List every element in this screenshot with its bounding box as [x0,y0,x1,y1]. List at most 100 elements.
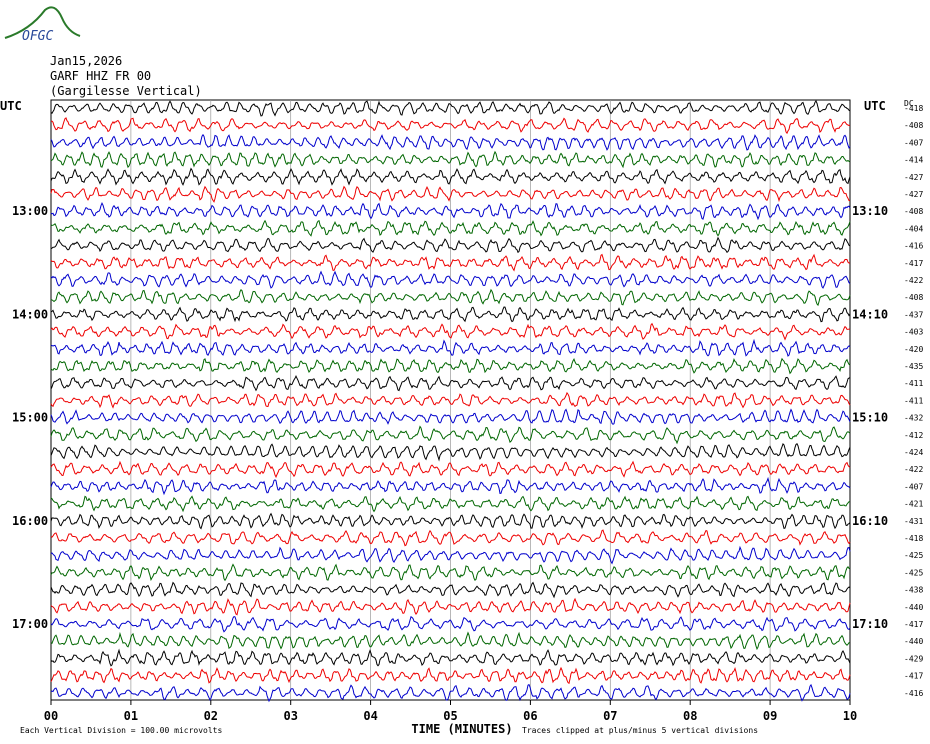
x-tick-label: 04 [363,709,377,723]
trace [50,616,851,633]
trace [50,219,851,237]
dc-offset: -408 [904,293,923,302]
trace [50,100,851,117]
trace [50,150,851,169]
dc-label: DC [904,99,914,108]
trace [50,167,851,186]
dc-offset: -411 [904,379,923,388]
trace [50,460,851,479]
dc-offset: -440 [904,637,923,646]
dc-offset: -408 [904,207,923,216]
dc-offset: -425 [904,551,923,560]
right-hour: 13:10 [852,204,888,218]
trace [50,563,851,582]
dc-offset: -407 [904,482,923,491]
dc-offset: -414 [904,156,923,165]
trace [50,357,851,375]
trace [50,201,851,221]
scale-note: Each Vertical Division = 100.00 microvol… [20,726,222,735]
x-tick-label: 02 [204,709,218,723]
dc-offset: -416 [904,242,923,251]
x-tick-label: 10 [843,709,857,723]
station: GARF HHZ FR 00 [50,69,151,83]
dc-offset: -407 [904,138,923,147]
x-tick-label: 00 [44,709,58,723]
x-tick-label: 05 [443,709,457,723]
dc-offset: -404 [904,224,923,233]
dc-offset: -403 [904,328,923,337]
trace [50,648,851,667]
right-hour: 17:10 [852,617,888,631]
trace [50,375,851,392]
trace [50,270,851,289]
dc-offset: -422 [904,276,923,285]
right-hour: 16:10 [852,514,888,528]
trace [50,236,851,254]
x-tick-label: 08 [683,709,697,723]
dc-offset: -424 [904,448,923,457]
trace [50,683,851,703]
x-tick-label: 07 [603,709,617,723]
trace [50,476,851,496]
dc-offset: -437 [904,310,923,319]
dc-offset: -420 [904,345,923,354]
x-tick-label: 03 [283,709,297,723]
trace [50,597,851,616]
left-hour: 17:00 [12,617,48,631]
dc-offset: -427 [904,173,923,182]
date: Jan15,2026 [50,54,122,68]
dc-offset: -421 [904,500,923,509]
trace [50,391,851,409]
x-tick-label: 01 [124,709,138,723]
trace [50,495,850,513]
x-tick-label: 06 [523,709,537,723]
dc-offset: -417 [904,259,923,268]
left-hour: 14:00 [12,307,48,321]
trace [50,581,851,599]
dc-offset: -418 [904,534,923,543]
dc-offset: -411 [904,396,923,405]
dc-offset: -432 [904,414,923,423]
dc-offset: -422 [904,465,923,474]
dc-offset: -438 [904,586,923,595]
dc-offset: -435 [904,362,923,371]
dc-offset: -408 [904,121,923,130]
trace [50,512,851,530]
left-hour: 15:00 [12,411,48,425]
dc-offset: -416 [904,689,923,698]
right-hour: 14:10 [852,307,888,321]
trace [50,306,851,323]
left-hour: 13:00 [12,204,48,218]
dc-offset: -427 [904,190,923,199]
trace [50,338,851,357]
trace [50,442,851,462]
trace [50,322,851,341]
location: (Gargilesse Vertical) [50,84,202,98]
dc-offset: -431 [904,517,923,526]
trace [50,666,851,685]
logo-text: OFGC [22,29,53,44]
dc-offset: -418 [904,104,923,113]
dc-offset: -417 [904,620,923,629]
trace [50,133,851,151]
dc-offset: -417 [904,672,923,681]
dc-offset: -412 [904,431,923,440]
trace [50,545,851,565]
trace [50,288,851,307]
trace [50,253,851,272]
right-utc: UTC [864,99,886,113]
dc-offset: -429 [904,654,923,663]
trace [50,631,851,651]
trace [50,408,851,425]
trace [50,529,851,547]
x-title: TIME (MINUTES) [411,722,512,736]
right-hour: 15:10 [852,411,888,425]
left-utc: UTC [0,99,22,113]
clip-note: Traces clipped at plus/minus 5 vertical … [522,726,758,735]
trace [50,425,851,445]
logo-mark [4,6,81,39]
dc-offset: -425 [904,568,923,577]
left-hour: 16:00 [12,514,48,528]
x-tick-label: 09 [763,709,777,723]
